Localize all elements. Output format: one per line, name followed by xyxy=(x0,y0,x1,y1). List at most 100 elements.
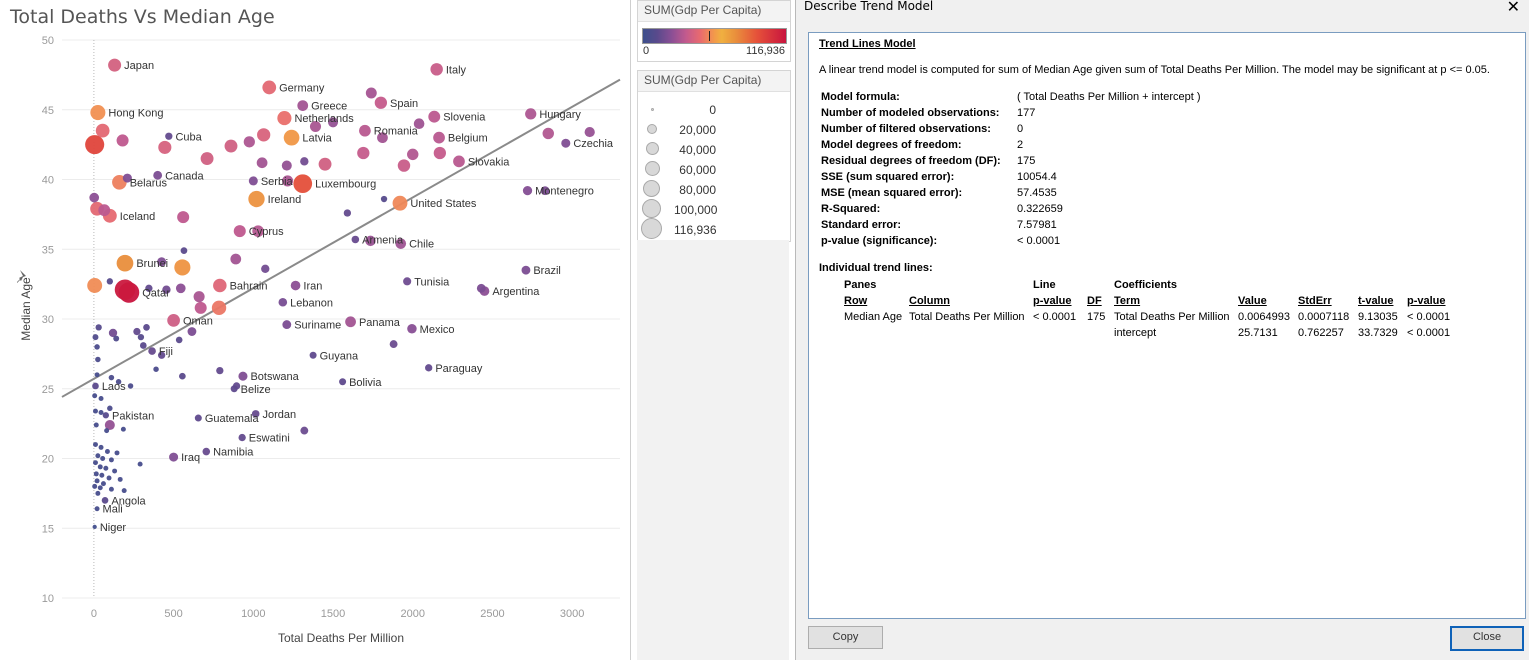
point-label: Montenegro xyxy=(535,186,594,198)
cell-column: Total Deaths Per Million xyxy=(909,311,1025,323)
data-point xyxy=(115,379,122,385)
y-tick-label: 15 xyxy=(42,523,54,535)
point-label: Germany xyxy=(279,82,325,94)
size-legend-item: 40,000 xyxy=(638,141,790,159)
data-point xyxy=(120,426,126,432)
data-point xyxy=(282,320,292,329)
point-label: Argentina xyxy=(492,286,540,298)
data-point xyxy=(540,186,550,196)
y-tick-label: 25 xyxy=(42,384,54,396)
data-point xyxy=(137,461,143,467)
data-point xyxy=(262,80,277,95)
group-line: Line xyxy=(1033,279,1056,291)
close-button[interactable]: Close xyxy=(1450,626,1524,651)
dialog-report: Trend Lines Model A linear trend model i… xyxy=(808,32,1526,619)
data-point xyxy=(106,278,113,285)
data-point xyxy=(251,410,260,418)
data-point xyxy=(261,264,270,273)
stat-row: SSE (sum squared error): 10054.4 xyxy=(821,171,1057,183)
data-point xyxy=(175,283,186,294)
copy-button[interactable]: Copy xyxy=(808,626,883,649)
col-row: Row xyxy=(844,295,868,307)
data-point xyxy=(407,148,419,161)
data-point xyxy=(92,524,97,529)
data-point xyxy=(95,123,110,138)
data-point xyxy=(95,324,102,331)
data-point xyxy=(357,146,370,160)
color-legend-max: 116,936 xyxy=(746,45,785,57)
y-tick-label: 20 xyxy=(42,454,54,466)
size-legend: SUM(Gdp Per Capita) 0 20,000 40,000 60,0… xyxy=(637,70,791,242)
stat-row: Model degrees of freedom: 2 xyxy=(821,139,1024,151)
data-point xyxy=(211,300,227,316)
cell-tvalue: 33.7329 xyxy=(1358,327,1398,339)
data-point xyxy=(85,135,105,155)
data-point xyxy=(116,134,129,147)
point-label: Eswatini xyxy=(249,433,290,445)
data-point xyxy=(213,278,227,293)
chart-title: Total Deaths Vs Median Age xyxy=(10,6,275,28)
data-point xyxy=(309,351,317,359)
y-tick-label: 30 xyxy=(42,314,54,326)
point-label: Belize xyxy=(241,384,271,396)
point-label: Italy xyxy=(446,64,467,76)
data-point xyxy=(238,371,248,381)
data-point xyxy=(94,506,100,512)
data-point xyxy=(108,457,114,463)
data-point xyxy=(158,140,172,154)
data-point xyxy=(98,204,111,217)
data-point xyxy=(95,453,101,459)
point-label: Jordan xyxy=(263,409,297,421)
cell-line-pvalue: < 0.0001 xyxy=(1033,311,1077,323)
point-label: Chile xyxy=(409,239,434,251)
point-label: Botswana xyxy=(250,371,299,383)
data-point xyxy=(282,175,294,187)
data-point xyxy=(389,340,398,349)
cell-value: 25.7131 xyxy=(1238,327,1278,339)
color-legend-min: 0 xyxy=(643,45,650,57)
data-point xyxy=(300,157,309,166)
data-point xyxy=(97,464,103,470)
data-point xyxy=(180,247,188,254)
data-point xyxy=(392,195,408,211)
data-point xyxy=(407,324,417,334)
panel-divider xyxy=(630,0,631,660)
size-legend-item: 100,000 xyxy=(638,199,790,219)
data-point xyxy=(157,257,167,267)
data-point xyxy=(145,284,153,292)
data-point xyxy=(561,138,571,148)
point-label: Romania xyxy=(374,126,419,138)
col-pvalue: p-value xyxy=(1407,295,1446,307)
data-point xyxy=(92,393,98,399)
x-tick-label: 1000 xyxy=(241,608,265,620)
col-column: Column xyxy=(909,295,950,307)
data-point xyxy=(97,485,103,491)
data-point xyxy=(117,476,123,482)
cell-stderr: 0.762257 xyxy=(1298,327,1344,339)
x-tick-label: 1500 xyxy=(321,608,345,620)
stat-row: R-Squared: 0.322659 xyxy=(821,203,1063,215)
cell-stderr: 0.0007118 xyxy=(1298,311,1350,323)
data-point xyxy=(92,334,99,341)
data-point xyxy=(293,174,313,194)
close-icon[interactable]: ✕ xyxy=(1506,0,1520,16)
point-label: Luxembourg xyxy=(315,179,376,191)
group-coefficients: Coefficients xyxy=(1114,279,1177,291)
data-point xyxy=(93,408,98,414)
point-label: Panama xyxy=(359,317,401,329)
col-term: Term xyxy=(1114,295,1141,307)
data-point xyxy=(179,372,186,380)
point-label: Mexico xyxy=(420,324,455,336)
data-point xyxy=(90,105,106,121)
data-point xyxy=(224,139,238,153)
report-description: A linear trend model is computed for sum… xyxy=(819,64,1490,76)
data-point xyxy=(108,328,118,338)
point-label: Belarus xyxy=(130,177,168,189)
data-point xyxy=(277,111,292,126)
point-label: Brazil xyxy=(533,265,561,277)
data-point xyxy=(165,132,173,140)
point-label: Greece xyxy=(311,101,347,113)
cell-pvalue: < 0.0001 xyxy=(1407,311,1451,323)
data-point xyxy=(148,347,156,355)
